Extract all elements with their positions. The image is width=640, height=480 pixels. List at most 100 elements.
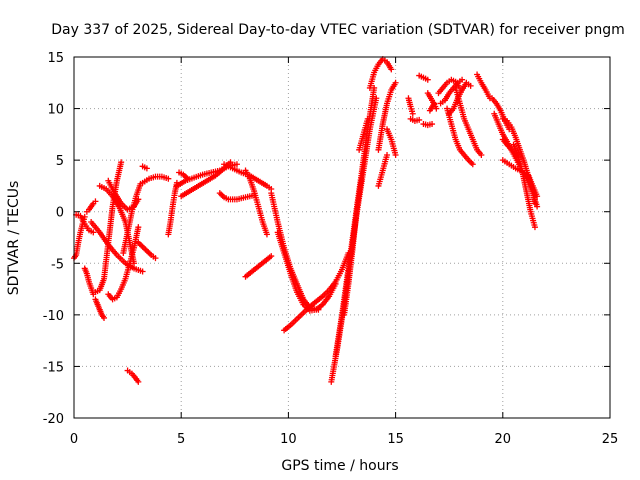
- data-point-fill: [311, 299, 318, 306]
- data-point-fill: [391, 149, 398, 156]
- data-point-fill: [223, 195, 230, 202]
- data-point-fill: [178, 170, 185, 177]
- data-point-fill: [180, 178, 187, 185]
- axis-ticks: [73, 56, 611, 419]
- data-point: [92, 198, 99, 205]
- plot-frame: [73, 56, 611, 419]
- data-point-fill: [527, 206, 534, 213]
- data-point-fill: [337, 268, 344, 275]
- data-point-fill: [247, 269, 254, 276]
- data-point-fill: [101, 184, 108, 191]
- data-point-fill: [218, 191, 225, 198]
- data-point-fill: [120, 258, 127, 265]
- data-point-fill: [183, 174, 190, 181]
- data-point-fill: [468, 159, 475, 166]
- data-point-fill: [305, 305, 312, 312]
- data-point-fill: [533, 191, 540, 198]
- data-point-fill: [83, 268, 90, 275]
- data-point-fill: [74, 241, 81, 248]
- data-point-fill: [126, 262, 133, 269]
- data-point-fill: [418, 73, 425, 80]
- data-point-fill: [128, 210, 135, 217]
- data-point-fill: [259, 216, 266, 223]
- data-point-fill: [311, 307, 318, 314]
- data-point-fill: [381, 57, 388, 64]
- data-point-fill: [262, 181, 269, 188]
- data-point-fill: [260, 259, 267, 266]
- data-point-fill: [100, 277, 107, 284]
- data-point-fill: [481, 85, 488, 92]
- data-point-fill: [531, 221, 538, 228]
- chart-title: Day 337 of 2025, Sidereal Day-to-day VTE…: [51, 22, 625, 38]
- data-point-fill: [318, 302, 325, 309]
- data-point-fill: [504, 159, 511, 166]
- data-point-fill: [171, 192, 178, 199]
- data-point-fill: [169, 205, 176, 212]
- x-tick-label: 15: [387, 432, 404, 447]
- data-point-fill: [150, 253, 157, 260]
- data-point-fill: [274, 216, 281, 223]
- data-point-fill: [117, 288, 124, 295]
- data-point-fill: [150, 174, 157, 181]
- data-point-fill: [387, 134, 394, 141]
- data-point-fill: [456, 78, 463, 85]
- data-point-fill: [391, 81, 398, 88]
- y-tick-label: 5: [56, 154, 64, 169]
- data-point-fill: [254, 201, 261, 208]
- data-point-fill: [298, 311, 305, 318]
- data-point-fill: [80, 219, 87, 226]
- data-point-fill: [87, 205, 94, 212]
- grid-lines: [74, 57, 610, 418]
- y-tick-label: 10: [47, 103, 64, 118]
- data-point-fill: [219, 192, 226, 199]
- data-point-fill: [473, 144, 480, 151]
- data-point-fill: [379, 169, 386, 176]
- data-point-fill: [516, 144, 523, 151]
- y-tick-label: -20: [43, 412, 64, 427]
- data-point-fill: [134, 377, 141, 384]
- data-point-fill: [513, 149, 520, 156]
- data-point-fill: [383, 102, 390, 109]
- y-axis-label: SDTVAR / TECUs: [6, 181, 22, 296]
- data-point-fill: [422, 75, 429, 82]
- data-point-fill: [439, 98, 446, 105]
- data-point-fill: [531, 198, 538, 205]
- data-point-fill: [498, 129, 505, 136]
- data-point-fill: [130, 247, 137, 254]
- data-point-fill: [72, 253, 79, 260]
- data-point: [469, 161, 476, 168]
- data-point-fill: [245, 173, 252, 180]
- data-point-fill: [447, 118, 454, 125]
- data-point-fill: [364, 118, 371, 125]
- data-point-fill: [285, 323, 292, 330]
- data-point-fill: [357, 179, 364, 186]
- data-point-fill: [202, 178, 209, 185]
- axis-tick-labels: 0 5 10 15 20 25 -20 -15 -10 -5 0 5 10 15: [43, 51, 619, 447]
- data-point-fill: [146, 250, 153, 257]
- data-point-fill: [522, 186, 529, 193]
- data-point-fill: [113, 179, 120, 186]
- data-point-fill: [370, 71, 377, 78]
- data-point-fill: [138, 242, 145, 249]
- data-point-fill: [96, 304, 103, 311]
- data-point-fill: [506, 122, 513, 129]
- data-point-fill: [511, 132, 518, 139]
- data-point-fill: [156, 173, 163, 180]
- data-point-fill: [111, 295, 118, 302]
- data-point-fill: [485, 93, 492, 100]
- data-point-fill: [506, 145, 513, 152]
- data-point-fill: [193, 183, 200, 190]
- data-point-fill: [407, 101, 414, 108]
- data-point-fill: [266, 184, 273, 191]
- x-tick-label: 25: [602, 432, 619, 447]
- data-point-fill: [85, 276, 92, 283]
- data-point-fill: [250, 186, 257, 193]
- data-point-fill: [442, 81, 449, 88]
- data-point-fill: [374, 63, 381, 70]
- data-point-fill: [359, 133, 366, 140]
- data-point-fill: [324, 288, 331, 295]
- data-point-fill: [126, 369, 133, 376]
- data-point-fill: [163, 175, 170, 182]
- data-point-fill: [219, 166, 226, 173]
- data-point-fill: [108, 294, 115, 301]
